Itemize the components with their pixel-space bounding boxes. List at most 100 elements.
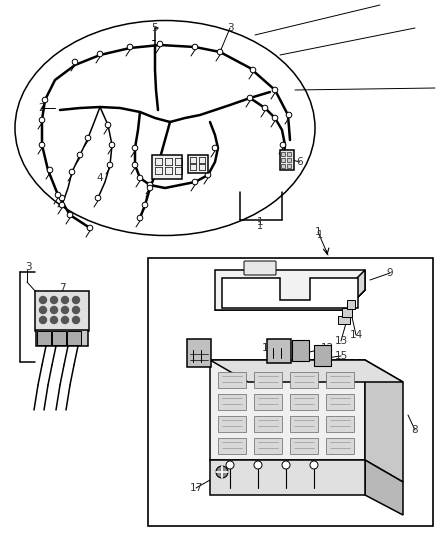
Circle shape [47,167,53,173]
Circle shape [286,112,292,118]
FancyBboxPatch shape [287,158,291,162]
Text: 17: 17 [189,483,203,493]
FancyBboxPatch shape [244,261,276,275]
FancyBboxPatch shape [292,340,308,360]
Circle shape [192,179,198,185]
Text: 10: 10 [187,343,200,353]
Circle shape [69,169,75,175]
FancyBboxPatch shape [267,339,291,363]
FancyBboxPatch shape [67,331,81,345]
Text: 8: 8 [412,425,418,435]
Polygon shape [215,270,365,310]
Text: 1: 1 [317,230,323,240]
Circle shape [137,175,143,181]
Text: 5: 5 [152,23,158,33]
Circle shape [282,461,290,469]
Circle shape [67,212,73,218]
Circle shape [247,95,253,101]
FancyBboxPatch shape [254,372,282,388]
Circle shape [55,192,61,198]
Circle shape [73,296,80,303]
Circle shape [157,41,163,47]
Circle shape [87,225,93,231]
FancyBboxPatch shape [326,394,354,410]
Text: 1: 1 [257,221,263,231]
FancyBboxPatch shape [218,438,246,454]
Text: 15: 15 [334,351,348,361]
Text: 1: 1 [314,227,321,237]
FancyBboxPatch shape [280,150,294,170]
FancyBboxPatch shape [314,344,331,366]
Text: 7: 7 [59,283,65,293]
FancyBboxPatch shape [152,155,182,179]
FancyBboxPatch shape [254,438,282,454]
Circle shape [39,142,45,148]
Circle shape [95,195,101,201]
Circle shape [61,306,68,313]
Polygon shape [365,360,403,482]
Circle shape [39,306,46,313]
Text: 2: 2 [39,103,45,113]
Circle shape [212,145,218,151]
Circle shape [39,117,45,123]
FancyBboxPatch shape [290,438,318,454]
FancyBboxPatch shape [347,300,355,309]
Text: 16: 16 [350,359,363,369]
Circle shape [216,466,228,478]
FancyBboxPatch shape [281,164,285,168]
Polygon shape [365,460,403,515]
Circle shape [262,105,268,111]
Circle shape [310,461,318,469]
Circle shape [77,152,83,158]
Text: 12: 12 [320,343,334,353]
Circle shape [254,461,262,469]
Circle shape [226,461,234,469]
Circle shape [142,202,148,208]
Text: 9: 9 [387,268,393,278]
Text: 13: 13 [334,336,348,346]
FancyBboxPatch shape [326,372,354,388]
Circle shape [97,51,103,57]
Circle shape [59,195,65,201]
Polygon shape [345,270,365,310]
FancyBboxPatch shape [254,416,282,432]
FancyBboxPatch shape [218,394,246,410]
FancyBboxPatch shape [37,331,51,345]
Polygon shape [222,278,358,308]
Circle shape [132,162,138,168]
Text: 14: 14 [350,330,363,340]
Text: 1: 1 [257,217,263,227]
FancyBboxPatch shape [281,152,285,156]
FancyBboxPatch shape [52,331,66,345]
Text: 4: 4 [97,173,103,183]
Text: 3: 3 [25,262,31,272]
Circle shape [107,162,113,168]
Circle shape [280,142,286,148]
Text: 3: 3 [227,23,233,33]
FancyBboxPatch shape [290,394,318,410]
Circle shape [147,185,153,191]
FancyBboxPatch shape [35,291,89,331]
Circle shape [73,317,80,324]
FancyBboxPatch shape [148,258,433,526]
FancyBboxPatch shape [342,308,352,317]
Circle shape [272,87,278,93]
Circle shape [39,296,46,303]
FancyBboxPatch shape [287,152,291,156]
FancyBboxPatch shape [338,316,350,324]
Circle shape [50,306,57,313]
FancyBboxPatch shape [218,372,246,388]
Circle shape [85,135,91,141]
Polygon shape [210,360,403,382]
Circle shape [132,145,138,151]
Circle shape [105,122,111,128]
FancyBboxPatch shape [326,416,354,432]
Text: 6: 6 [297,157,303,167]
Circle shape [137,215,143,221]
FancyBboxPatch shape [218,416,246,432]
Circle shape [42,97,48,103]
Circle shape [127,44,133,50]
FancyBboxPatch shape [188,155,208,173]
FancyBboxPatch shape [326,438,354,454]
Circle shape [272,115,278,121]
